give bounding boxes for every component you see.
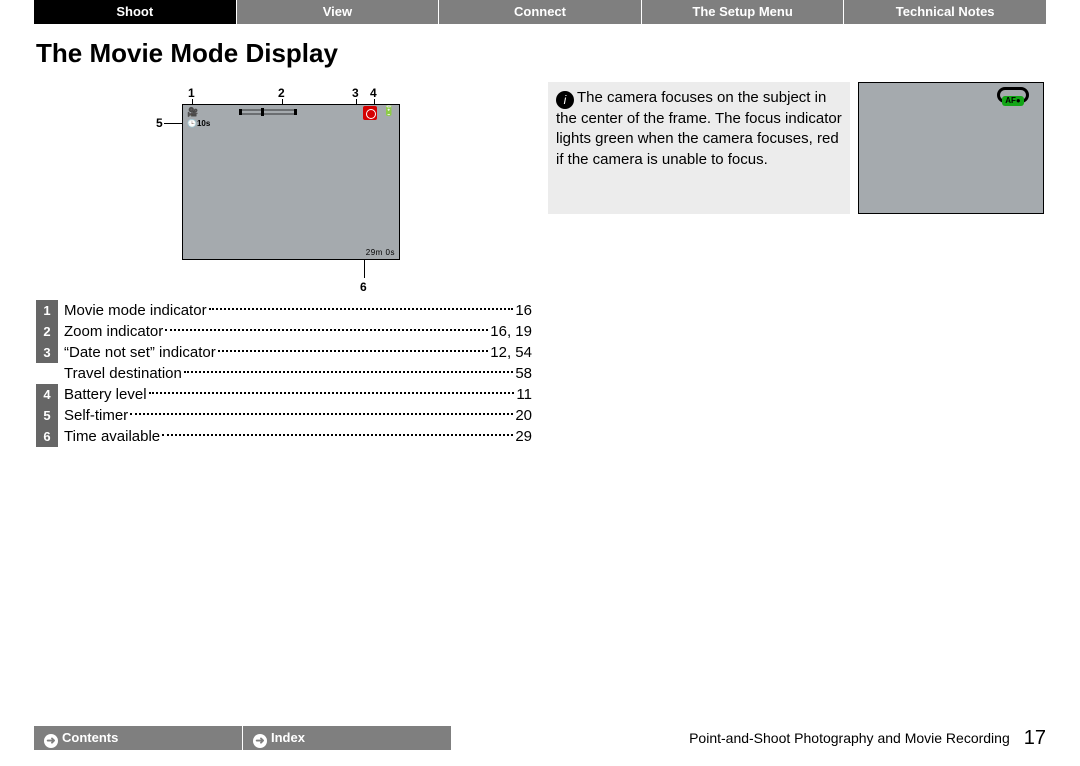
callout-1: 1 [188,86,195,100]
reference-number: 4 [36,384,58,405]
footer: ➜Contents➜Index Point-and-Shoot Photogra… [34,726,1046,750]
nav-tab-the-setup-menu[interactable]: The Setup Menu [642,0,845,24]
reference-label: “Date not set” indicator [64,342,216,363]
af-badge: AF● [1002,96,1024,106]
reference-label: Zoom indicator [64,321,163,342]
reference-row: 5 Self-timer 20 [36,405,532,426]
reference-page[interactable]: 29 [515,426,532,447]
focus-indicator-ring: AF● [997,87,1029,103]
reference-page[interactable]: 12, 54 [490,342,532,363]
left-column: 1 2 3 4 5 6 🎥 🕒10s 🔋 29m 0s 1 Movie mode … [36,82,532,447]
reference-label: Battery level [64,384,147,405]
reference-page[interactable]: 16 [515,300,532,321]
reference-number: 2 [36,321,58,342]
note-icon: i [556,91,574,109]
page-title: The Movie Mode Display [36,38,338,69]
movie-mode-icon: 🎥 [187,107,198,118]
self-timer-indicator: 🕒10s [187,119,210,128]
reference-row: Travel destination 58 [36,363,532,384]
callout-2: 2 [278,86,285,100]
reference-row: 1 Movie mode indicator 16 [36,300,532,321]
nav-tab-view[interactable]: View [237,0,440,24]
nav-tab-technical-notes[interactable]: Technical Notes [844,0,1046,24]
page-number: 17 [1024,726,1046,750]
callout-3: 3 [352,86,359,100]
lcd-screen: 🎥 🕒10s 🔋 29m 0s [182,104,400,260]
display-diagram: 1 2 3 4 5 6 🎥 🕒10s 🔋 29m 0s [156,82,416,294]
footer-link-index[interactable]: ➜Index [243,726,452,750]
callout-5: 5 [156,116,163,130]
reference-number: 1 [36,300,58,321]
reference-row: 3 “Date not set” indicator 12, 54 [36,342,532,363]
reference-page[interactable]: 11 [516,384,532,405]
focus-note: iThe camera focuses on the subject in th… [548,82,850,214]
reference-label: Self-timer [64,405,128,426]
reference-label: Movie mode indicator [64,300,207,321]
reference-number: 5 [36,405,58,426]
reference-page[interactable]: 20 [515,405,532,426]
note-text: The camera focuses on the subject in the… [556,89,842,168]
nav-tab-shoot[interactable]: Shoot [34,0,237,24]
arrow-icon: ➜ [44,734,58,748]
reference-number: 6 [36,426,58,447]
zoom-indicator-icon [239,108,297,116]
reference-number: 3 [36,342,58,363]
nav-tab-connect[interactable]: Connect [439,0,642,24]
right-column: iThe camera focuses on the subject in th… [548,82,1044,214]
callout-4: 4 [370,86,377,100]
callout-6: 6 [360,280,367,294]
arrow-icon: ➜ [253,734,267,748]
reference-row: 4 Battery level 11 [36,384,532,405]
focus-preview: AF● [858,82,1044,214]
reference-row: 2 Zoom indicator 16, 19 [36,321,532,342]
time-available-readout: 29m 0s [364,248,397,257]
reference-table: 1 Movie mode indicator 16 2 Zoom indicator 16… [36,300,532,447]
footer-caption: Point-and-Shoot Photography and Movie Re… [689,726,1010,750]
date-not-set-icon [363,106,377,120]
top-nav: ShootViewConnectThe Setup MenuTechnical … [34,0,1046,24]
reference-page[interactable]: 16, 19 [490,321,532,342]
battery-icon: 🔋 [383,106,395,117]
footer-link-contents[interactable]: ➜Contents [34,726,243,750]
reference-label: Travel destination [64,363,182,384]
reference-row: 6 Time available 29 [36,426,532,447]
reference-page[interactable]: 58 [515,363,532,384]
reference-label: Time available [64,426,160,447]
